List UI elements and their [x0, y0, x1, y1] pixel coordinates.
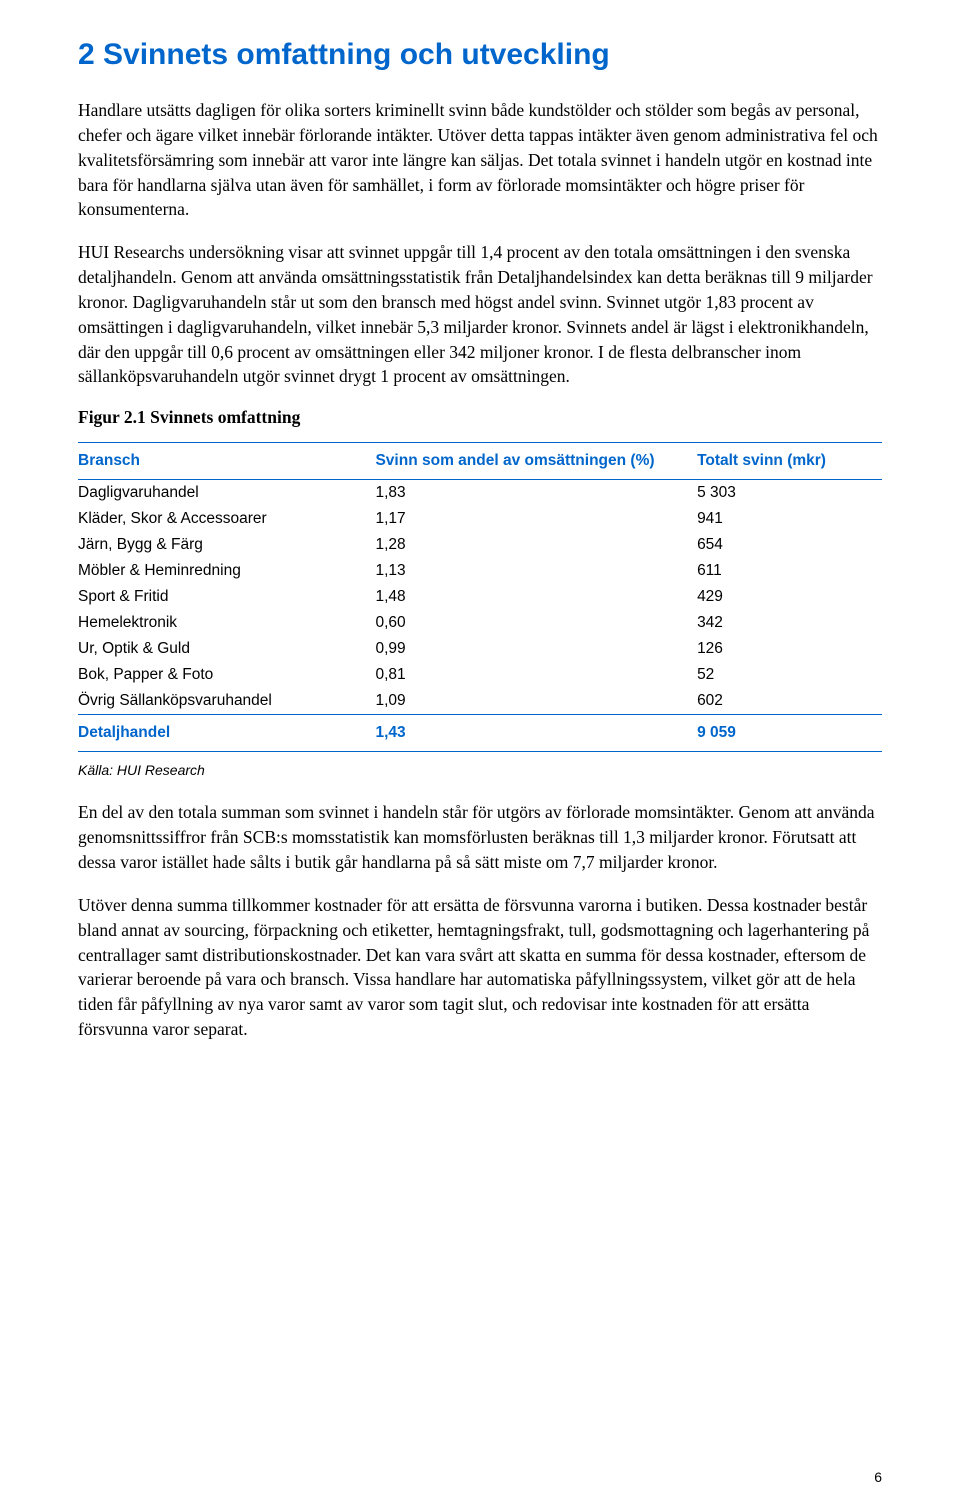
cell-bransch: Sport & Fritid	[78, 584, 375, 610]
table-row: Sport & Fritid 1,48 429	[78, 584, 882, 610]
cell-pct: 1,83	[375, 480, 697, 507]
table-row: Övrig Sällanköpsvaruhandel 1,09 602	[78, 688, 882, 715]
table-row: Bok, Papper & Foto 0,81 52	[78, 662, 882, 688]
paragraph-1: Handlare utsätts dagligen för olika sort…	[78, 98, 882, 222]
page-number: 6	[874, 1469, 882, 1485]
cell-bransch: Kläder, Skor & Accessoarer	[78, 506, 375, 532]
cell-total: 5 303	[697, 480, 882, 507]
cell-pct: 0,81	[375, 662, 697, 688]
paragraph-3: En del av den totala summan som svinnet …	[78, 800, 882, 875]
svinn-table: Bransch Svinn som andel av omsättningen …	[78, 442, 882, 752]
cell-pct: 0,60	[375, 610, 697, 636]
cell-bransch: Bok, Papper & Foto	[78, 662, 375, 688]
cell-pct-total: 1,43	[375, 715, 697, 752]
cell-bransch: Övrig Sällanköpsvaruhandel	[78, 688, 375, 715]
cell-pct: 1,13	[375, 558, 697, 584]
cell-total: 611	[697, 558, 882, 584]
table-row: Möbler & Heminredning 1,13 611	[78, 558, 882, 584]
cell-total-total: 9 059	[697, 715, 882, 752]
cell-total: 52	[697, 662, 882, 688]
cell-total: 126	[697, 636, 882, 662]
cell-pct: 1,17	[375, 506, 697, 532]
table-source: Källa: HUI Research	[78, 762, 882, 778]
cell-total: 602	[697, 688, 882, 715]
cell-bransch: Järn, Bygg & Färg	[78, 532, 375, 558]
table-row: Hemelektronik 0,60 342	[78, 610, 882, 636]
cell-pct: 1,28	[375, 532, 697, 558]
col-header-pct: Svinn som andel av omsättningen (%)	[375, 443, 697, 480]
cell-total: 429	[697, 584, 882, 610]
paragraph-4: Utöver denna summa tillkommer kostnader …	[78, 893, 882, 1042]
cell-pct: 1,09	[375, 688, 697, 715]
cell-bransch: Möbler & Heminredning	[78, 558, 375, 584]
cell-bransch-total: Detaljhandel	[78, 715, 375, 752]
table-row: Järn, Bygg & Färg 1,28 654	[78, 532, 882, 558]
cell-pct: 1,48	[375, 584, 697, 610]
paragraph-2: HUI Researchs undersökning visar att svi…	[78, 240, 882, 389]
table-row: Dagligvaruhandel 1,83 5 303	[78, 480, 882, 507]
cell-bransch: Dagligvaruhandel	[78, 480, 375, 507]
cell-total: 342	[697, 610, 882, 636]
cell-pct: 0,99	[375, 636, 697, 662]
col-header-bransch: Bransch	[78, 443, 375, 480]
cell-total: 654	[697, 532, 882, 558]
figure-title: Figur 2.1 Svinnets omfattning	[78, 407, 882, 428]
table-total-row: Detaljhandel 1,43 9 059	[78, 715, 882, 752]
section-heading: 2 Svinnets omfattning och utveckling	[78, 38, 882, 72]
cell-bransch: Hemelektronik	[78, 610, 375, 636]
table-header-row: Bransch Svinn som andel av omsättningen …	[78, 443, 882, 480]
col-header-total: Totalt svinn (mkr)	[697, 443, 882, 480]
cell-total: 941	[697, 506, 882, 532]
table-row: Kläder, Skor & Accessoarer 1,17 941	[78, 506, 882, 532]
table-row: Ur, Optik & Guld 0,99 126	[78, 636, 882, 662]
cell-bransch: Ur, Optik & Guld	[78, 636, 375, 662]
